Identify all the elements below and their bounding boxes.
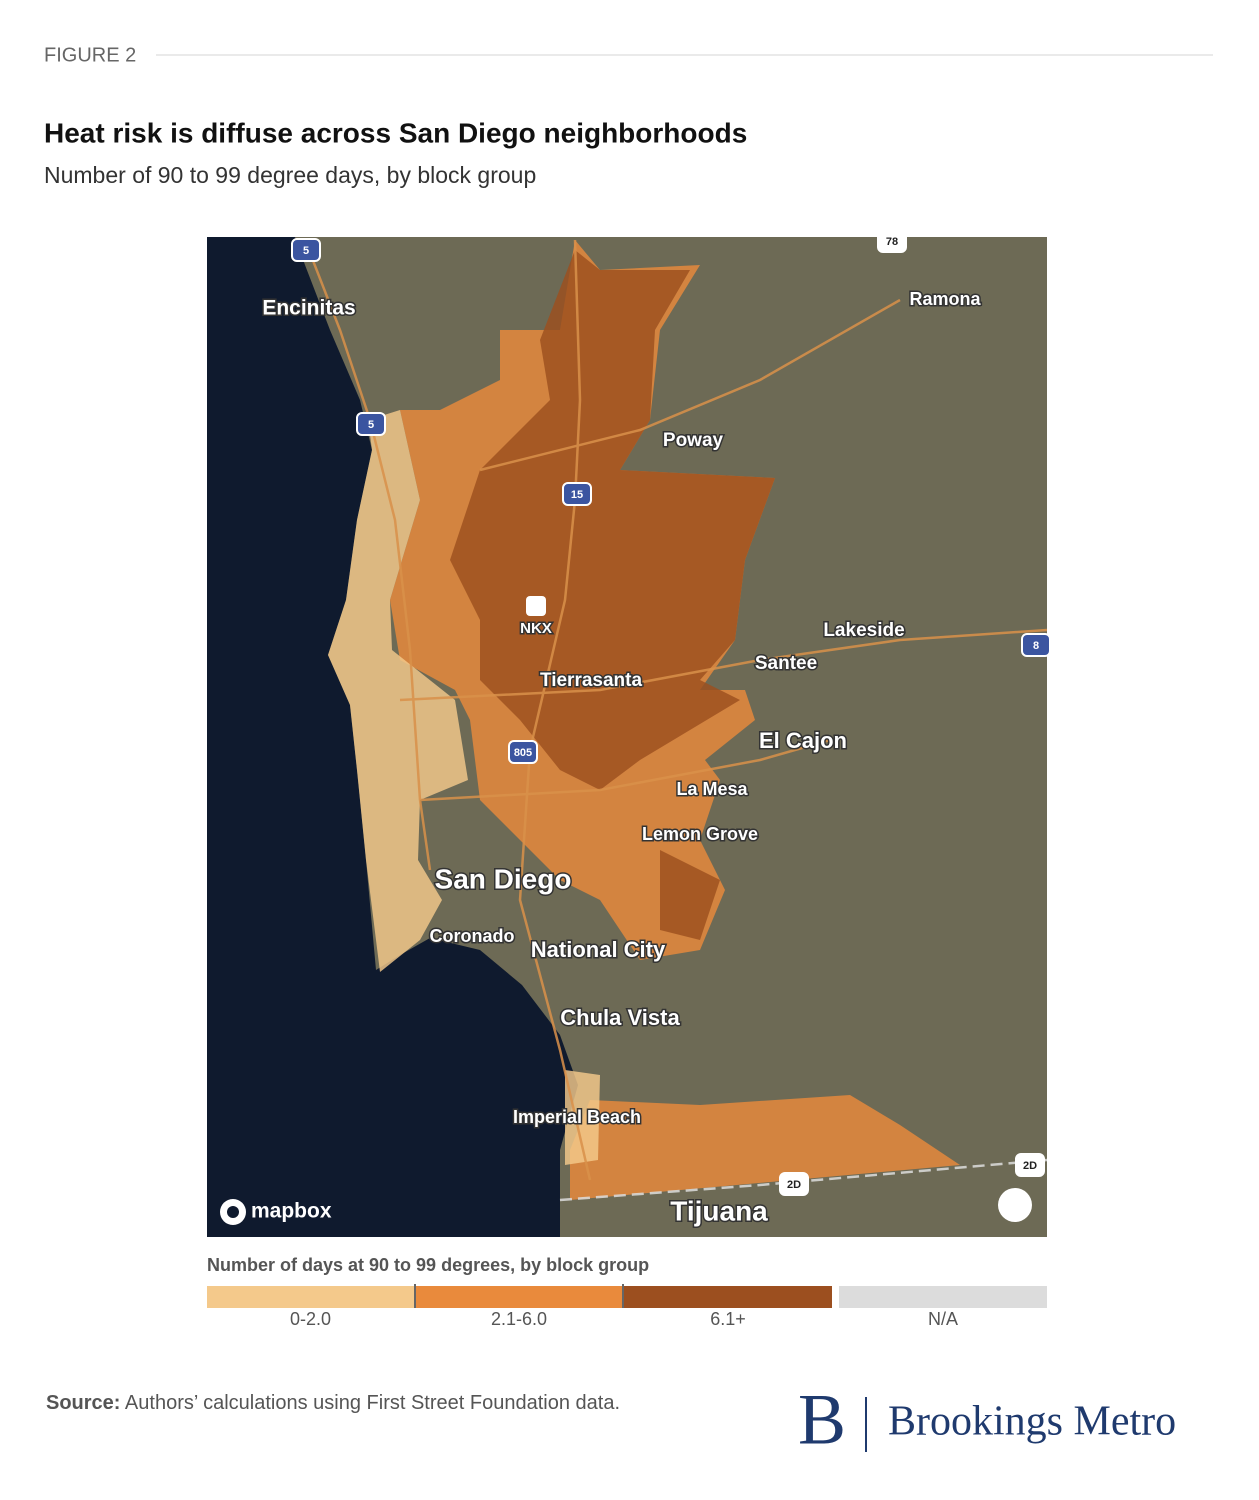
figure-label: FIGURE 2 (44, 44, 136, 66)
border (559, 1158, 1047, 1202)
source-text: Authors’ calculations using First Street… (125, 1392, 620, 1414)
title: Heat risk is diffuse across San Diego ne… (44, 117, 747, 148)
place-label: Lemon Grove (642, 824, 758, 844)
place-label: Lakeside (823, 620, 904, 641)
highway-number: 8 (1033, 640, 1039, 652)
legend-swatch (207, 1286, 414, 1308)
legend-swatch (416, 1286, 622, 1308)
highway-shield (508, 740, 538, 764)
source-label: Source: (46, 1392, 120, 1414)
road (518, 239, 592, 1181)
highway-shield (877, 229, 907, 253)
highway-number: 5 (368, 419, 374, 431)
legend-swatch (624, 1286, 832, 1308)
heat-zone (565, 1070, 600, 1165)
highway-shield (562, 482, 592, 506)
place-label: Chula Vista (560, 1005, 680, 1030)
place-label: Ramona (909, 289, 981, 309)
legend-swatch (839, 1286, 1047, 1308)
highway-number: 78 (886, 236, 898, 248)
subtitle: Number of 90 to 99 degree days, by block… (44, 162, 536, 188)
place-label: Poway (663, 430, 724, 451)
place-label: Tijuana (670, 1195, 768, 1226)
legend-label: 6.1+ (710, 1309, 746, 1329)
map-control[interactable] (998, 1188, 1032, 1222)
highway-shield (1015, 1153, 1045, 1177)
highway-number: 805 (514, 747, 532, 759)
logo-text: Brookings Metro (888, 1399, 1176, 1445)
road (419, 738, 831, 802)
place-label: Imperial Beach (513, 1107, 641, 1127)
road (399, 628, 1047, 702)
place-label: Coronado (430, 926, 515, 946)
highway-shield (779, 1172, 809, 1196)
place-label: El Cajon (759, 728, 847, 753)
place-label: National City (531, 937, 666, 962)
map (207, 237, 1047, 1237)
airport-icon (526, 596, 546, 616)
highway-number: 2D (787, 1179, 801, 1191)
highway-number: 2D (1023, 1160, 1037, 1172)
source: Source: Authors’ calculations using Firs… (46, 1392, 620, 1414)
heat-zone (570, 1095, 960, 1200)
highway-number: 5 (303, 245, 309, 257)
roads (303, 239, 1047, 1202)
heat-zone (660, 850, 720, 940)
heat-zone (328, 410, 468, 972)
highway-number: 15 (571, 489, 583, 501)
place-label: La Mesa (676, 779, 748, 799)
legend-label: N/A (928, 1309, 958, 1329)
legend-label: 2.1-6.0 (491, 1309, 547, 1329)
heat-zone (450, 250, 775, 790)
place-label: Santee (755, 653, 817, 674)
place-label: San Diego (435, 863, 572, 894)
legend-label: 0-2.0 (290, 1309, 331, 1329)
highway-shield (356, 412, 386, 436)
attribution: mapbox (251, 1200, 332, 1223)
legend-title: Number of days at 90 to 99 degrees, by b… (207, 1255, 649, 1275)
place-label: Encinitas (262, 297, 355, 320)
ocean (207, 237, 578, 1237)
road (479, 298, 901, 472)
place-label: Tierrasanta (540, 670, 643, 691)
highway-shield (1021, 633, 1051, 657)
mapbox-icon-inner (227, 1206, 239, 1218)
logo-mark: B (798, 1380, 846, 1460)
place-label: NKX (520, 620, 552, 637)
highway-shield (291, 238, 321, 262)
